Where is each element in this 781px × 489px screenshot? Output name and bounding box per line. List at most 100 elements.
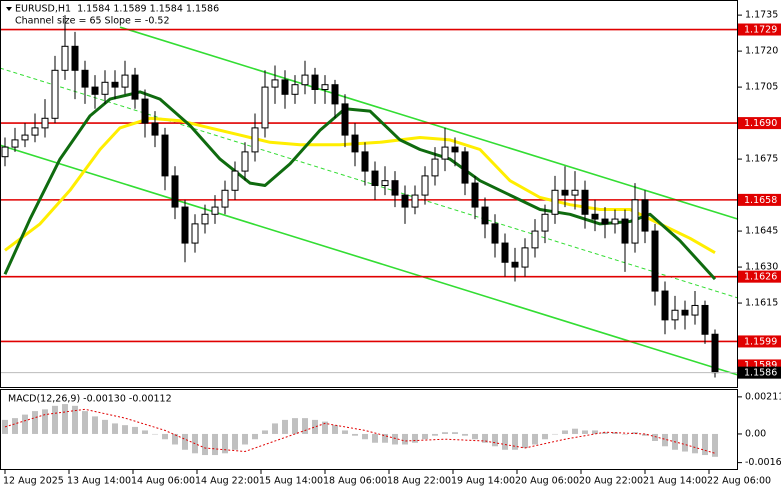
y-tick-label: 1.1675 [745,154,778,165]
macd-bar [392,433,398,445]
candle-body [391,180,399,196]
candle-body [501,242,509,263]
level-label: 1.1690 [744,118,777,129]
candle-body [271,79,279,88]
candle-body [701,304,709,335]
x-tick-label: 21 Aug 14:00 [643,476,707,487]
x-tick-label: 20 Aug 06:00 [515,476,579,487]
y-tick-label: 1.1645 [745,226,778,237]
macd-bar [12,418,18,434]
macd-bar [702,433,708,456]
macd-bar [452,432,458,434]
candle-body [441,146,449,160]
macd-bar [562,430,568,434]
candle-body [191,223,199,244]
candle-body [311,74,319,91]
macd-bar [202,433,208,456]
macd-panel: 0.00211 0.00 -0.00163 [2,391,781,468]
candle-body [121,74,129,88]
candle-body [81,69,89,88]
macd-bar [352,433,358,436]
chart-subtitle: Channel size = 65 Slope = -0.52 [15,16,170,27]
y-tick-label: 1.1735 [745,10,778,21]
y-tick-label: 1.1720 [745,46,778,57]
channel-line [0,67,739,299]
macd-bar [212,433,218,456]
macd-bar [592,430,598,434]
candle-body [601,218,609,225]
macd-bar [42,409,48,434]
macd-bar [292,418,298,434]
macd-bar [312,419,318,434]
candle-body [171,175,179,208]
chart-title: EURUSD,H1 1.1584 1.1589 1.1584 1.1586 [15,4,219,15]
candle-body [711,333,719,374]
candle-body [31,127,39,136]
macd-bar [532,433,538,445]
macd-bar [552,433,558,435]
macd-bar [612,432,618,434]
candle-body [201,213,209,225]
x-tick-label: 14 Aug 06:00 [131,476,195,487]
macd-bar [472,433,478,440]
macd-bar [372,433,378,443]
macd-bar [52,405,58,434]
macd-bar [602,432,608,434]
level-label: 1.1599 [744,336,777,347]
candle-body [521,247,529,268]
macd-frame [0,389,738,470]
candle-body [381,180,389,186]
candle-body [151,122,159,136]
macd-y-tick-label: 0.00211 [745,391,781,402]
x-tick-label: 20 Aug 22:00 [579,476,643,487]
candle-body [101,81,109,95]
macd-y-tick-label: -0.00163 [745,457,781,468]
candle-body [511,261,519,268]
candle-body [21,134,29,141]
candle-body [651,230,659,292]
candle-body [641,199,649,232]
candle-body [401,194,409,208]
candle-body [231,170,239,191]
macd-bar [682,433,688,452]
x-tick-label: 13 Aug 14:00 [67,476,131,487]
candle-body [241,151,249,172]
x-tick-label: 22 Aug 06:00 [707,476,771,487]
candle-body [581,189,589,215]
macd-bar [712,433,718,457]
candle-body [551,189,559,215]
candle-body [531,230,539,249]
candle-body [181,206,189,244]
macd-bar [462,433,468,436]
candle-body [261,86,269,129]
macd-y-tick-label: 0.00 [745,428,766,439]
candle-body [251,127,259,153]
macd-bar [2,419,8,434]
candle-body [301,74,309,86]
candle-body [431,158,439,177]
macd-bar [82,411,88,434]
macd-bar [692,433,698,454]
macd-bar [492,433,498,447]
candle-body [211,206,219,215]
level-label-box [738,23,781,36]
candle-body [331,84,339,105]
macd-bar [382,433,388,443]
macd-bar [302,418,308,434]
macd-bar [582,430,588,434]
x-tick-label: 19 Aug 14:00 [451,476,515,487]
y-tick-label: 1.1615 [745,298,778,309]
candle-body [141,98,149,124]
menu-arrow [6,7,12,11]
macd-bar [232,433,238,450]
channel-line [0,144,739,376]
macd-bar [112,423,118,434]
candle-body [631,199,639,244]
candle-body [351,134,359,153]
last-label: 1.1586 [744,368,777,379]
macd-bar [512,433,518,450]
macd-bar [662,433,668,447]
macd-bar [62,404,68,434]
